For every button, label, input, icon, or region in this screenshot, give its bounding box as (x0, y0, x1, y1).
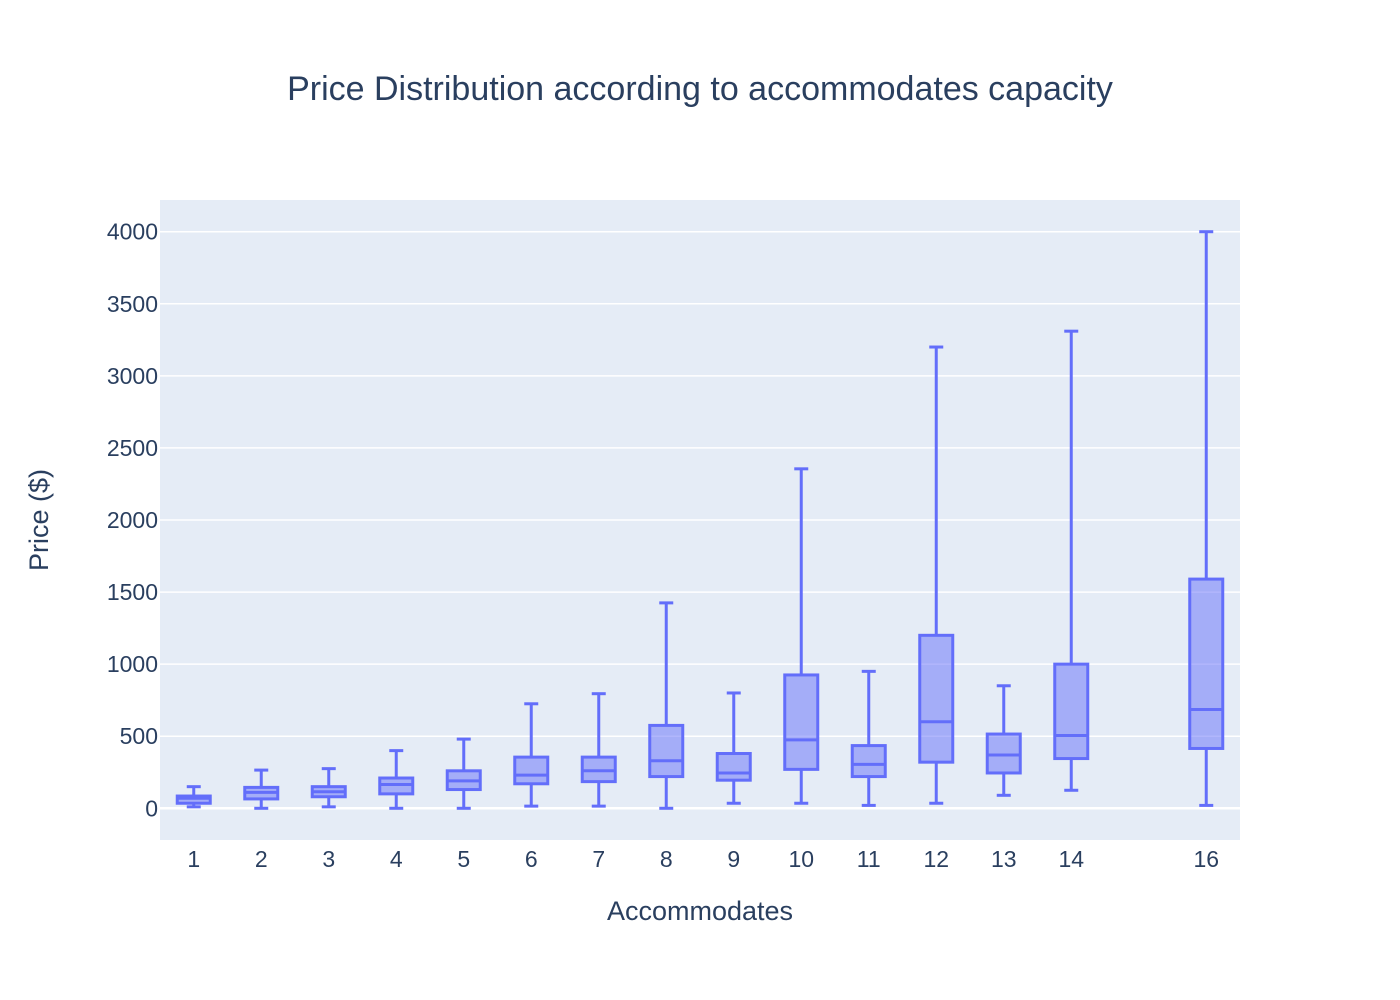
box-2 (243, 768, 280, 810)
y-tick-label: 3000 (107, 363, 158, 389)
x-tick-label: 10 (788, 846, 814, 872)
boxes (175, 230, 1225, 810)
box-8 (648, 601, 685, 810)
x-tick-label: 5 (457, 846, 470, 872)
y-tick-label: 4000 (107, 219, 158, 245)
iqr-box (1053, 662, 1090, 761)
iqr-box (918, 633, 955, 764)
box-4 (378, 749, 415, 810)
x-tick-label: 4 (390, 846, 403, 872)
box-9 (715, 691, 752, 805)
x-tick-label: 14 (1058, 846, 1084, 872)
x-tick-label: 11 (857, 846, 881, 872)
x-tick-label: 8 (660, 846, 673, 872)
x-tick-label: 7 (592, 846, 605, 872)
iqr-box (1188, 577, 1225, 750)
iqr-box (513, 755, 550, 786)
y-axis-ticks: 0 500 1000 1500 2000 2500 3000 3500 4000 (107, 219, 158, 822)
y-tick-label: 3500 (107, 291, 158, 317)
x-tick-label: 9 (727, 846, 740, 872)
x-tick-label: 13 (991, 846, 1017, 872)
y-tick-label: 2500 (107, 435, 158, 461)
box-6 (513, 702, 550, 808)
y-tick-label: 0 (145, 795, 158, 821)
x-axis-ticks: 1 2 3 4 5 6 7 8 9 10 11 12 13 14 16 (187, 846, 1219, 872)
y-tick-label: 1000 (107, 651, 158, 677)
x-tick-label: 1 (187, 846, 200, 872)
iqr-box (715, 752, 752, 782)
x-tick-label: 12 (923, 846, 949, 872)
box-10 (783, 467, 820, 805)
x-tick-label: 2 (255, 846, 268, 872)
box-14 (1053, 329, 1090, 792)
box-12 (918, 345, 955, 805)
iqr-box (783, 673, 820, 771)
box-5 (445, 737, 482, 810)
x-tick-label: 6 (525, 846, 538, 872)
chart-title: Price Distribution according to accommod… (287, 70, 1113, 108)
box-13 (985, 684, 1022, 797)
box-7 (580, 692, 617, 808)
box-16 (1188, 230, 1225, 807)
y-tick-label: 1500 (107, 579, 158, 605)
box-11 (850, 669, 887, 807)
x-tick-label: 3 (322, 846, 335, 872)
iqr-box (648, 723, 685, 779)
box-3 (310, 767, 347, 809)
y-tick-label: 2000 (107, 507, 158, 533)
iqr-box (850, 744, 887, 779)
gridlines (160, 230, 1240, 810)
x-axis-title: Accommodates (607, 896, 793, 926)
y-tick-label: 500 (120, 723, 158, 749)
box-1 (175, 785, 212, 809)
y-axis-title: Price ($) (24, 469, 54, 571)
x-tick-label: 16 (1193, 846, 1219, 872)
